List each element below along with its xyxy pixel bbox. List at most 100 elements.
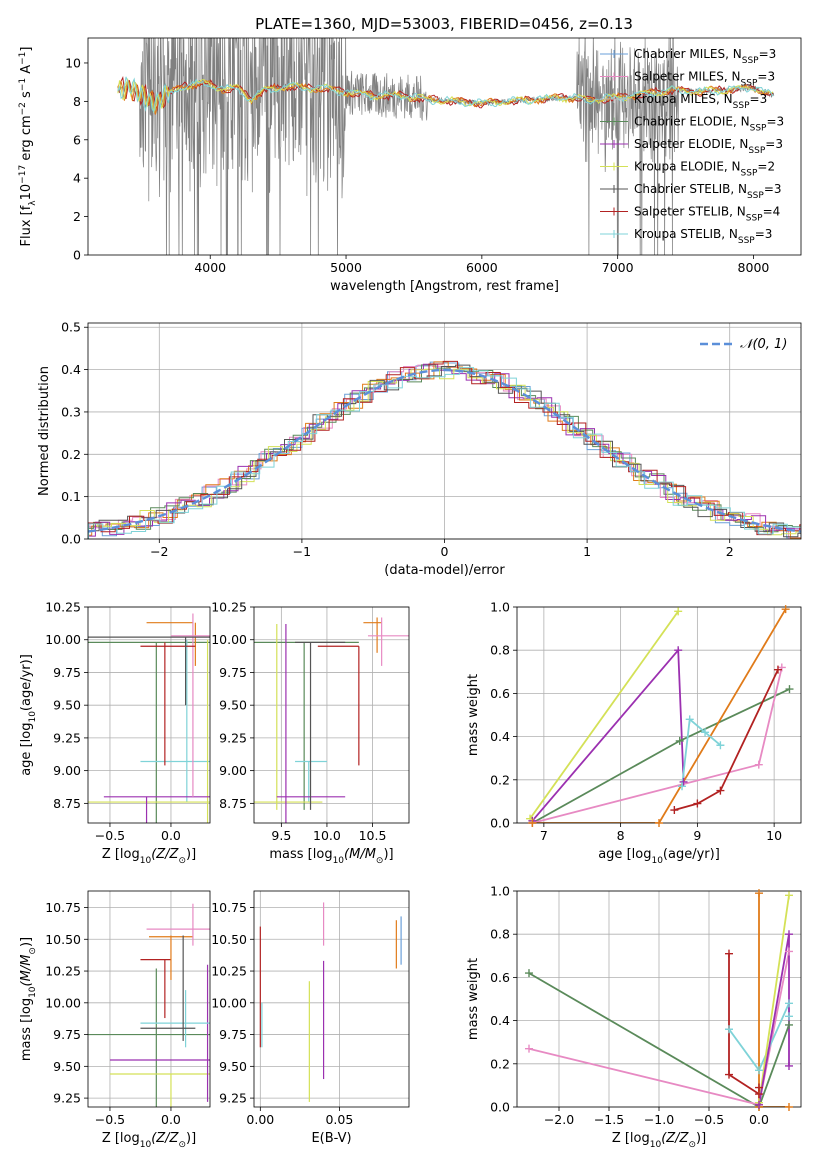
label-part: Kroupa STELIB, N bbox=[634, 227, 738, 241]
label-part: ⊙ bbox=[688, 1140, 696, 1150]
y-tick-label: 9.00 bbox=[53, 763, 81, 778]
y-tick-label: 0.0 bbox=[61, 532, 81, 547]
label-part: SSP bbox=[741, 79, 758, 89]
x-axis-label: Z [log10(Z/Z⊙)] bbox=[102, 847, 196, 866]
label-part: =2 bbox=[757, 160, 775, 174]
label-part: ] bbox=[19, 47, 34, 52]
label-part: Z [log bbox=[102, 1131, 140, 1146]
x-tick-label: −1.5 bbox=[594, 1112, 624, 1127]
label-part: (M/M bbox=[344, 847, 376, 862]
y-axis-label: mass [log10(M/M⊙)] bbox=[19, 937, 38, 1061]
y-tick-label: 9.50 bbox=[219, 698, 247, 713]
weight-point bbox=[755, 1083, 763, 1092]
x-axis-label: Z [log10(Z/Z⊙)] bbox=[102, 1131, 196, 1150]
plot-weight-vs-Z: −2.0 −1.5 −1.0 −0.5 0.0 0.0 0.2 0.4 0.6 0.8 1.0 Z [… bbox=[466, 884, 802, 1150]
weight-point bbox=[725, 949, 733, 958]
label-part: SSP bbox=[746, 214, 763, 224]
x-tick-label: 0.05 bbox=[325, 1112, 353, 1127]
label-part: age [log bbox=[598, 847, 651, 862]
y-tick-label: 9.25 bbox=[53, 730, 81, 745]
plot-area bbox=[254, 617, 409, 823]
label-part: =3 bbox=[755, 227, 773, 241]
label-part: s bbox=[19, 91, 34, 102]
weight-point bbox=[525, 1044, 533, 1053]
y-tick-label: 0.3 bbox=[61, 404, 81, 419]
axes-frame bbox=[253, 890, 410, 1108]
y-tick-label: 0.2 bbox=[61, 447, 81, 462]
label-part: 10 bbox=[650, 1140, 662, 1150]
histogram-line bbox=[88, 360, 801, 536]
y-tick-label: 8.75 bbox=[53, 796, 81, 811]
legend-entry: Kroupa STELIB, NSSP=3 bbox=[634, 227, 772, 246]
y-tick-label: 10 bbox=[65, 55, 81, 70]
y-axis-label: age [log10(age/yr)] bbox=[19, 654, 38, 776]
weight-point bbox=[785, 999, 793, 1008]
label-part: ⊙ bbox=[178, 856, 186, 866]
x-tick-label: 9.5 bbox=[271, 828, 291, 843]
label-part: −1 bbox=[18, 78, 28, 91]
label-part: ⊙ bbox=[376, 856, 384, 866]
normal-curve bbox=[88, 368, 801, 533]
weight-series-line bbox=[529, 610, 679, 820]
y-tick-label: 9.75 bbox=[219, 665, 247, 680]
plot-area bbox=[88, 903, 210, 1107]
label-part: Salpeter MILES, N bbox=[634, 70, 741, 84]
weight-point bbox=[755, 1100, 763, 1109]
label-part: (age/yr)] bbox=[19, 654, 34, 711]
x-tick-label: 7 bbox=[540, 828, 548, 843]
label-part: Kroupa MILES, N bbox=[634, 92, 733, 106]
y-tick-label: 9.75 bbox=[53, 665, 81, 680]
label-part: =3 bbox=[757, 70, 775, 84]
plot-residuals: −2 −1 0 1 2 0.0 0.1 0.2 0.3 0.4 0.5 (data-model)/er… bbox=[37, 320, 802, 578]
plot-area bbox=[117, 38, 775, 255]
label-part: 10 bbox=[333, 856, 345, 866]
y-axis-label: mass weight bbox=[466, 958, 481, 1040]
weight-series-line bbox=[531, 647, 685, 822]
weight-point bbox=[785, 891, 793, 900]
weight-series-line bbox=[528, 972, 790, 1107]
y-tick-label: 8.75 bbox=[219, 796, 247, 811]
label-part: −1 bbox=[18, 52, 28, 65]
label-part: )] bbox=[186, 847, 196, 862]
y-tick-label: 10.25 bbox=[211, 964, 247, 979]
y-tick-label: 9.00 bbox=[219, 763, 247, 778]
y-tick-label: 9.50 bbox=[53, 1059, 81, 1074]
label-part: (age/yr)] bbox=[663, 847, 720, 862]
weight-point bbox=[785, 1103, 793, 1111]
label-part: (Z/Z bbox=[661, 1131, 689, 1146]
label-part: erg cm bbox=[19, 115, 34, 164]
weight-point bbox=[678, 782, 687, 791]
x-axis-label: age [log10(age/yr)] bbox=[598, 847, 720, 866]
plot-age-vs-mass: 9.5 10.0 10.5 8.75 9.00 9.25 9.50 9.75 10.00 10.2… bbox=[211, 600, 410, 866]
y-tick-label: 0.6 bbox=[490, 970, 510, 985]
plot-area bbox=[259, 902, 402, 1102]
x-tick-label: 8000 bbox=[738, 260, 770, 275]
label-part: )] bbox=[383, 847, 393, 862]
weight-point bbox=[685, 715, 694, 724]
weight-series-line bbox=[758, 934, 790, 1105]
y-tick-label: 4 bbox=[73, 171, 81, 186]
x-tick-label: −1 bbox=[293, 544, 311, 559]
weight-point bbox=[785, 685, 794, 694]
plot-area bbox=[88, 613, 210, 823]
weight-series-line bbox=[532, 667, 783, 823]
legend-entry: Kroupa ELODIE, NSSP=2 bbox=[634, 160, 775, 179]
y-tick-label: 10.00 bbox=[45, 995, 81, 1010]
label-part: ⊙ bbox=[178, 1140, 186, 1150]
label-part: )] bbox=[186, 1131, 196, 1146]
y-tick-label: 0.6 bbox=[490, 686, 510, 701]
figure-title: PLATE=1360, MJD=53003, FIBERID=0456, z=0… bbox=[255, 15, 633, 33]
label-part: )] bbox=[696, 1131, 706, 1146]
legend-entry: Chabrier ELODIE, NSSP=3 bbox=[634, 115, 784, 134]
x-tick-label: 2 bbox=[726, 544, 734, 559]
x-axis-label: Z [log10(Z/Z⊙)] bbox=[612, 1131, 706, 1150]
axes-frame bbox=[87, 606, 211, 824]
x-axis-label: wavelength [Angstrom, rest frame] bbox=[330, 279, 559, 294]
model-line bbox=[117, 76, 774, 114]
weight-point bbox=[755, 1066, 763, 1075]
y-tick-label: 10.75 bbox=[211, 900, 247, 915]
label-part: =3 bbox=[759, 47, 777, 61]
y-tick-label: 0.0 bbox=[490, 816, 510, 831]
